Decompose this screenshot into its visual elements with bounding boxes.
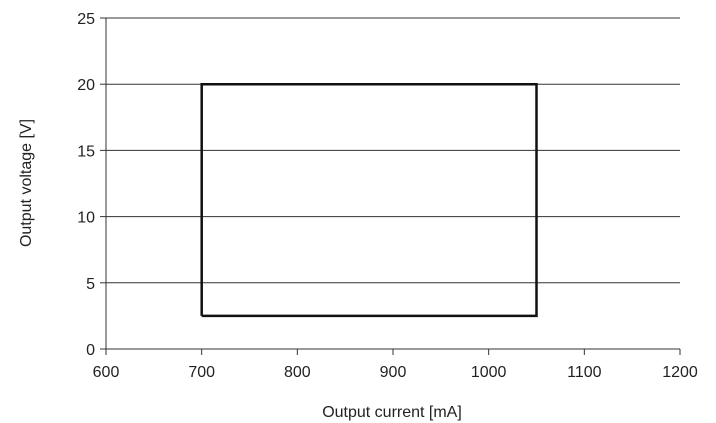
series-line-0 bbox=[200, 82, 538, 318]
x-tick-label: 1200 bbox=[662, 364, 698, 381]
y-tick-label: 25 bbox=[77, 11, 95, 28]
axes bbox=[100, 17, 681, 355]
x-tick-label: 600 bbox=[93, 364, 120, 381]
y-tick-label: 0 bbox=[86, 342, 95, 359]
x-tick-label: 1100 bbox=[567, 364, 602, 381]
series-layer bbox=[200, 82, 538, 318]
x-tick-label: 900 bbox=[380, 364, 407, 381]
tick-labels: 0 5 10 15 20 25 600 700 800 900 1000 1100 1200 bbox=[77, 11, 698, 381]
y-tick-label: 5 bbox=[86, 276, 95, 293]
x-tick-label: 800 bbox=[284, 364, 311, 381]
x-axis-title: Output current [mA] bbox=[322, 404, 462, 421]
y-tick-label: 15 bbox=[77, 143, 95, 160]
x-tick-label: 1000 bbox=[471, 364, 507, 381]
grid-lines bbox=[106, 17, 680, 284]
y-axis-title: Output voltage [V] bbox=[18, 119, 35, 247]
x-tick-label: 700 bbox=[188, 364, 215, 381]
y-tick-label: 10 bbox=[77, 210, 95, 227]
y-tick-label: 20 bbox=[77, 77, 95, 94]
